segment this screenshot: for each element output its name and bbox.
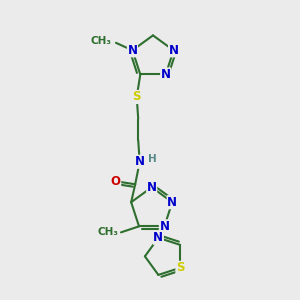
Text: N: N (169, 44, 178, 57)
Text: N: N (135, 155, 145, 168)
Text: N: N (161, 68, 171, 81)
Text: N: N (128, 44, 137, 57)
Text: N: N (167, 196, 177, 209)
Text: CH₃: CH₃ (91, 36, 112, 46)
Text: N: N (153, 231, 164, 244)
Text: O: O (111, 175, 121, 188)
Text: S: S (176, 261, 184, 274)
Text: H: H (148, 154, 157, 164)
Text: CH₃: CH₃ (97, 227, 118, 237)
Text: N: N (147, 181, 157, 194)
Text: N: N (159, 220, 170, 233)
Text: S: S (133, 91, 141, 103)
